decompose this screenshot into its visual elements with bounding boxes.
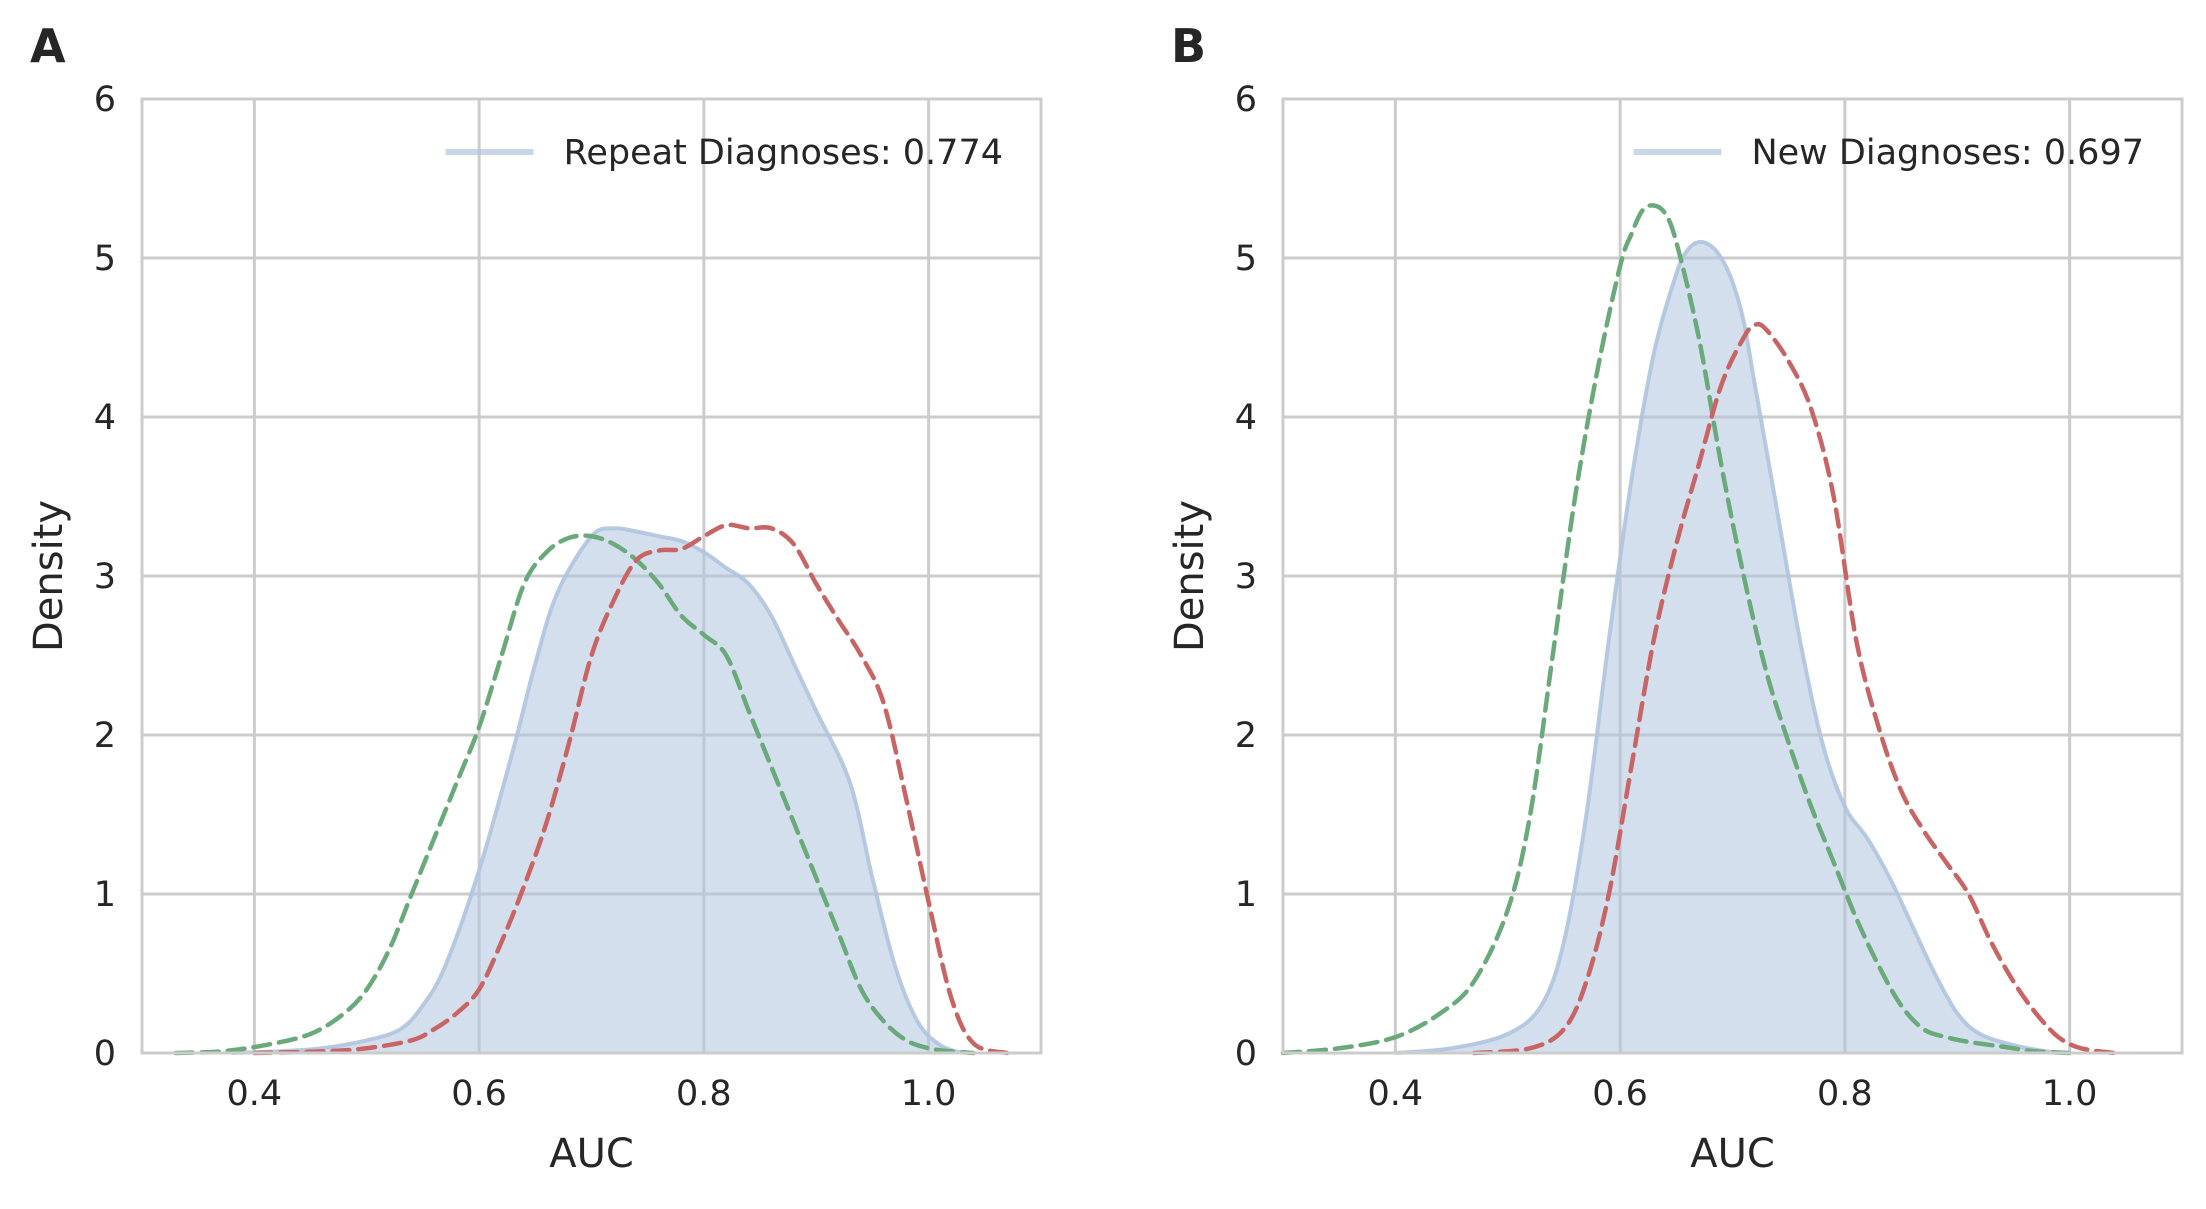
y-tick-label: 4	[94, 398, 116, 438]
y-tick-label: 6	[1235, 80, 1257, 120]
chart-panel-a: 0.4 0.6 0.8 1.0 0 1 2 3 4 5 6 AUC Density A Repeat Dia…	[26, 19, 1043, 1177]
plot-frame	[1281, 97, 2184, 1055]
panel-label: B	[1171, 19, 1206, 73]
green-dashed-density-curve	[173, 533, 976, 1056]
red-dashed-density-curve	[252, 522, 1010, 1056]
y-tick-label: 5	[94, 239, 116, 279]
x-tick-label: 0.8	[676, 1074, 732, 1114]
y-tick-label: 3	[94, 557, 116, 597]
y-tick-label: 1	[1235, 875, 1257, 915]
x-tick-label: 1.0	[901, 1074, 957, 1114]
y-axis-label: Density	[26, 500, 72, 652]
x-tick-label: 1.0	[2042, 1074, 2098, 1114]
chart-panel-b: 0.4 0.6 0.8 1.0 0 1 2 3 4 5 6 AUC Density B New Diagno…	[1167, 19, 2184, 1177]
plot-frame	[140, 97, 1043, 1055]
y-tick-label: 0	[1235, 1034, 1257, 1074]
y-tick-label: 0	[94, 1034, 116, 1074]
red-dashed-density-curve	[1471, 321, 2117, 1056]
density-curve-filled	[231, 526, 964, 1055]
y-tick-label: 2	[94, 716, 116, 756]
legend-label: Repeat Diagnoses: 0.774	[564, 133, 1003, 173]
y-tick-label: 1	[94, 875, 116, 915]
y-tick-label: 3	[1235, 557, 1257, 597]
x-tick-label: 0.8	[1817, 1074, 1873, 1114]
density-fill-area	[1395, 241, 2070, 1054]
x-tick-label: 0.6	[1592, 1074, 1648, 1114]
x-axis-label: AUC	[549, 1131, 634, 1177]
green-dashed-density-curve	[1280, 203, 2072, 1056]
x-axis-label: AUC	[1690, 1131, 1775, 1177]
density-fill-area	[231, 528, 963, 1053]
x-tick-label: 0.6	[451, 1074, 507, 1114]
x-tick-label: 0.4	[1368, 1074, 1424, 1114]
y-tick-label: 2	[1235, 716, 1257, 756]
legend-label: New Diagnoses: 0.697	[1751, 133, 2144, 173]
x-tick-label: 0.4	[227, 1074, 283, 1114]
y-tick-label: 4	[1235, 398, 1257, 438]
legend: New Diagnoses: 0.697	[1633, 133, 2144, 173]
legend: Repeat Diagnoses: 0.774	[445, 133, 1003, 173]
panel-label: A	[30, 19, 66, 73]
y-tick-label: 6	[94, 80, 116, 120]
y-tick-label: 5	[1235, 239, 1257, 279]
y-axis-label: Density	[1167, 500, 1213, 652]
density-curve-filled	[1395, 239, 2070, 1055]
